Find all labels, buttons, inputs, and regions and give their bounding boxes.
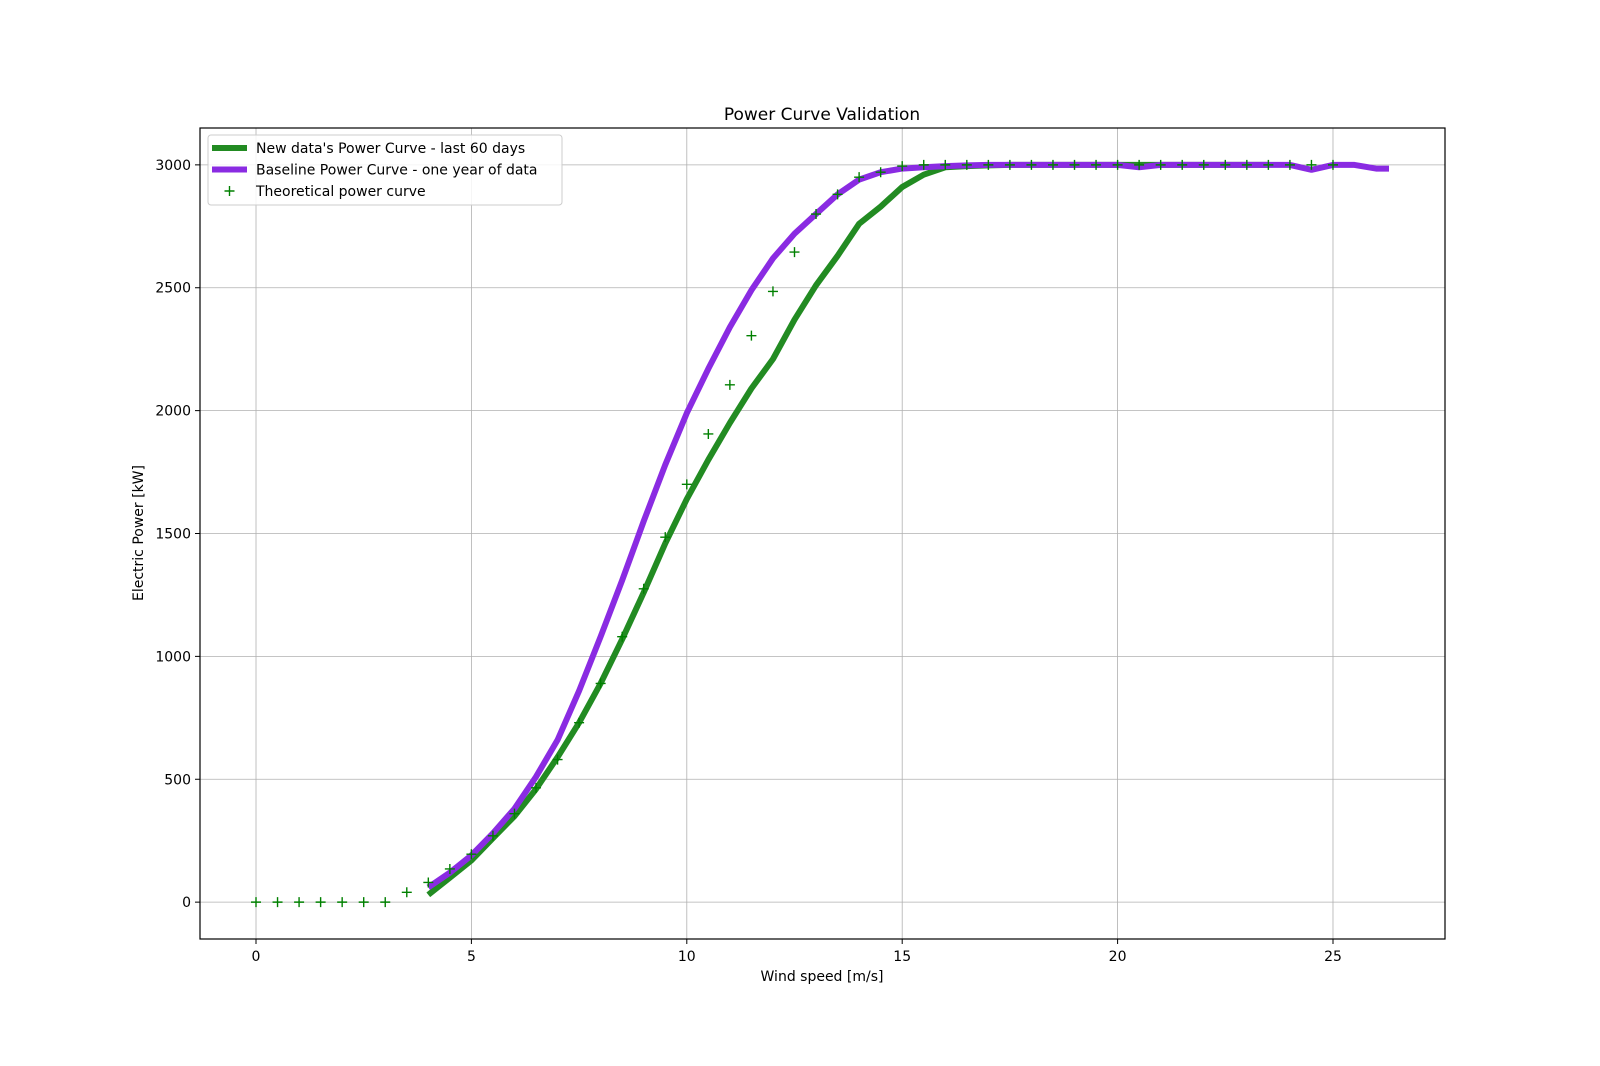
y-tick-label: 500 (164, 772, 191, 788)
theoretical-point (1069, 159, 1080, 170)
theoretical-point (1198, 159, 1209, 170)
theoretical-point (617, 631, 628, 642)
theoretical-point (746, 330, 757, 341)
theoretical-point (1047, 159, 1058, 170)
theoretical-point (595, 678, 606, 689)
theoretical-point (940, 159, 951, 170)
theoretical-point (832, 189, 843, 200)
theoretical-point (638, 583, 649, 594)
chart-title: Power Curve Validation (724, 105, 920, 125)
y-tick-label: 1000 (155, 649, 191, 665)
theoretical-point (918, 159, 929, 170)
legend-label-0: New data's Power Curve - last 60 days (256, 141, 525, 157)
theoretical-point (1026, 159, 1037, 170)
y-tick-label: 1500 (155, 527, 191, 543)
theoretical-point (703, 428, 714, 439)
theoretical-point (1112, 159, 1123, 170)
theoretical-point (294, 897, 305, 908)
series-line-1 (426, 161, 1389, 890)
y-axis-label: Electric Power [kW] (131, 465, 147, 601)
theoretical-point (1327, 159, 1338, 170)
theoretical-point (358, 897, 369, 908)
theoretical-point (897, 161, 908, 172)
theoretical-point (401, 887, 412, 898)
theoretical-point (531, 782, 542, 793)
x-tick-label: 15 (893, 949, 911, 965)
theoretical-point (251, 897, 262, 908)
theoretical-point (660, 532, 671, 543)
x-tick-label: 25 (1324, 949, 1342, 965)
theoretical-point (1155, 159, 1166, 170)
theoretical-point (961, 159, 972, 170)
theoretical-point (466, 849, 477, 860)
theoretical-point (1284, 159, 1295, 170)
legend-box (207, 134, 563, 206)
theoretical-point (1004, 159, 1015, 170)
theoretical-point (552, 754, 563, 765)
y-tick-label: 2500 (155, 281, 191, 297)
theoretical-point (380, 897, 391, 908)
theoretical-point (574, 717, 585, 728)
theoretical-point (789, 247, 800, 258)
theoretical-point (509, 808, 520, 819)
theoretical-point (1220, 159, 1231, 170)
theoretical-point (1306, 159, 1317, 170)
theoretical-point (1241, 159, 1252, 170)
theoretical-point (724, 379, 735, 390)
y-tick-label: 3000 (155, 158, 191, 174)
x-tick-label: 10 (678, 949, 696, 965)
series-layer (251, 159, 1389, 908)
y-tick-label: 2000 (155, 404, 191, 420)
theoretical-point (767, 286, 778, 297)
theoretical-point (1134, 159, 1145, 170)
theoretical-point (444, 863, 455, 874)
x-axis-label: Wind speed [m/s] (761, 969, 884, 985)
grid (200, 128, 1445, 939)
theoretical-point (487, 830, 498, 841)
theoretical-point (272, 897, 283, 908)
legend-label-1: Baseline Power Curve - one year of data (256, 163, 538, 179)
legend-label-2: Theoretical power curve (255, 184, 426, 200)
theoretical-point (983, 159, 994, 170)
theoretical-point (681, 479, 692, 490)
theoretical-point (875, 167, 886, 178)
theoretical-point (337, 897, 348, 908)
theoretical-point (315, 897, 326, 908)
theoretical-point (1177, 159, 1188, 170)
x-tick-label: 0 (252, 949, 261, 965)
legend-swatch-2 (224, 186, 235, 196)
theoretical-point (423, 877, 434, 888)
legend: New data's Power Curve - last 60 days Bas… (207, 134, 563, 206)
x-tick-label: 5 (467, 949, 476, 965)
theoretical-point (854, 172, 865, 183)
y-tick-label: 0 (182, 895, 191, 911)
theoretical-point (811, 209, 822, 220)
ticks: 0 5 10 15 20 25 0 500 1000 1500 2000 2500 3000 (155, 158, 1342, 965)
x-tick-label: 20 (1109, 949, 1127, 965)
theoretical-point (1263, 159, 1274, 170)
theoretical-point (1091, 159, 1102, 170)
